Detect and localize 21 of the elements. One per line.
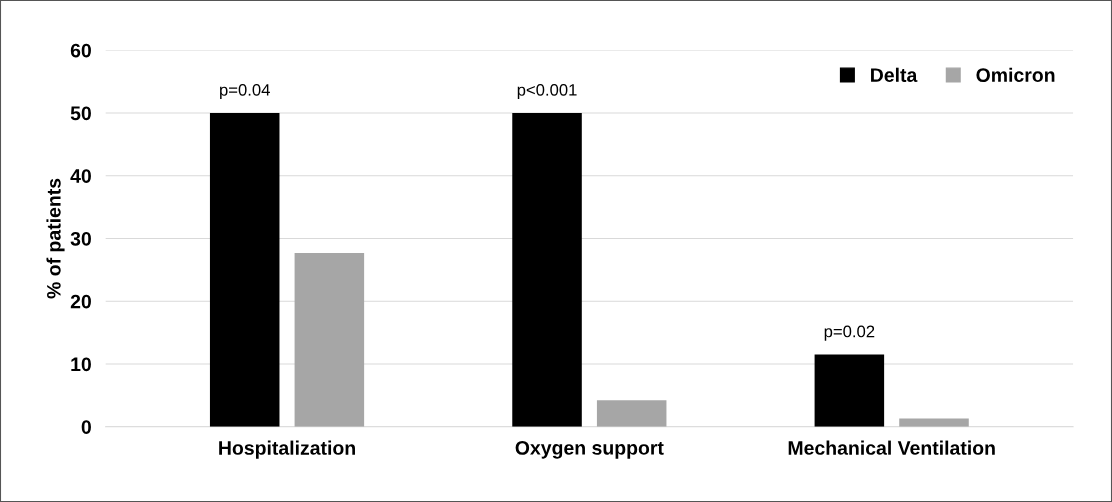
y-tick-label: 50 <box>70 106 91 121</box>
legend-label: Omicron <box>976 67 1055 82</box>
y-tick-label: 30 <box>70 231 91 246</box>
bar <box>512 112 582 427</box>
legend-label: Delta <box>871 67 918 82</box>
y-tick-label: 60 <box>70 43 91 58</box>
bar <box>294 252 365 427</box>
annotation: p=0.04 <box>220 83 270 100</box>
bar <box>814 354 885 427</box>
x-tick-label: Hospitalization <box>219 440 355 459</box>
y-tick-label: 10 <box>71 357 91 372</box>
x-tick-label: Oxygen support <box>515 441 664 459</box>
bar <box>596 400 667 427</box>
bar <box>209 112 280 427</box>
y-tick-label: 0 <box>81 420 91 434</box>
y-axis-title: % of patients <box>46 178 65 299</box>
y-tick-label: 40 <box>70 169 91 183</box>
y-tick-label: 20 <box>70 294 91 309</box>
x-tick-label: Mechanical Ventilation <box>788 440 995 455</box>
annotation: p<0.001 <box>517 83 577 100</box>
annotation: p=0.02 <box>824 325 875 341</box>
